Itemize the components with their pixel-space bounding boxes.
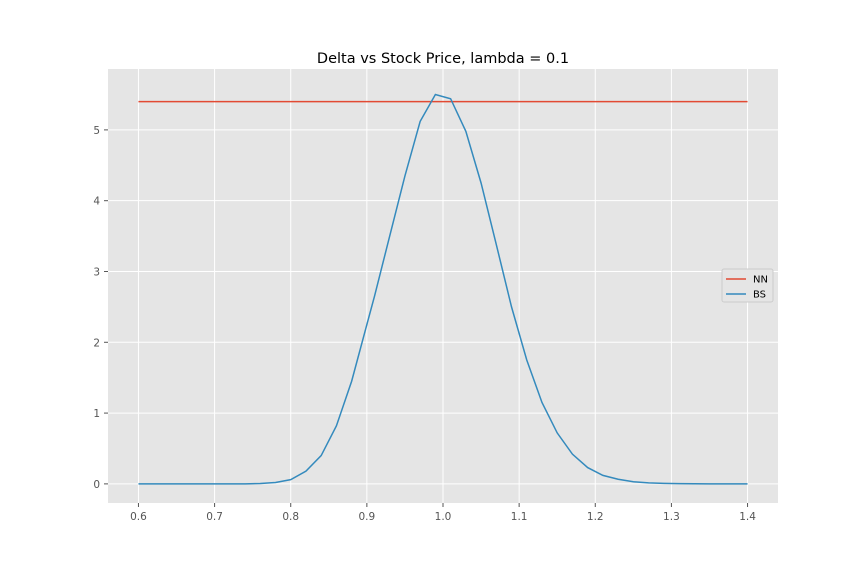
x-tick-label: 1.2 — [587, 511, 604, 523]
y-tick-label: 3 — [93, 266, 100, 278]
x-tick-label: 0.8 — [282, 511, 299, 523]
x-tick-label: 1.0 — [435, 511, 452, 523]
chart-title: Delta vs Stock Price, lambda = 0.1 — [317, 51, 569, 67]
series-line-bs — [138, 93, 748, 485]
y-tick-label: 2 — [93, 337, 100, 349]
x-axis: 0.6 0.7 0.8 0.9 1.0 1.1 1.2 1.3 1.4 — [130, 503, 756, 523]
legend: NN BS — [721, 268, 774, 303]
y-axis: 0 1 2 3 4 5 — [93, 125, 108, 491]
x-tick-label: 1.3 — [663, 511, 680, 523]
x-tick-label: 0.9 — [359, 511, 376, 523]
y-tick-label: 0 — [93, 479, 100, 491]
x-tick-label: 1.4 — [739, 511, 756, 523]
y-tick-label: 1 — [93, 408, 100, 420]
x-tick-label: 0.6 — [130, 511, 147, 523]
y-tick-label: 4 — [93, 196, 100, 208]
series-lines — [138, 93, 748, 485]
legend-label: BS — [753, 290, 766, 301]
y-tick-label: 5 — [93, 125, 100, 137]
legend-label: NN — [753, 275, 768, 286]
x-tick-label: 1.1 — [511, 511, 528, 523]
x-tick-label: 0.7 — [206, 511, 223, 523]
